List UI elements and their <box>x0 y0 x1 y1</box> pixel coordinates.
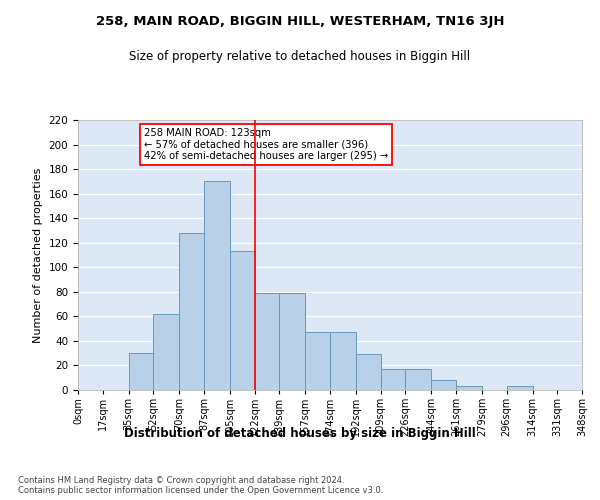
Bar <box>330 332 356 390</box>
Bar <box>456 386 482 390</box>
Bar <box>128 353 154 390</box>
Bar <box>305 332 330 390</box>
Bar <box>380 369 406 390</box>
Text: Distribution of detached houses by size in Biggin Hill: Distribution of detached houses by size … <box>124 428 476 440</box>
Text: 258, MAIN ROAD, BIGGIN HILL, WESTERHAM, TN16 3JH: 258, MAIN ROAD, BIGGIN HILL, WESTERHAM, … <box>96 15 504 28</box>
Y-axis label: Number of detached properties: Number of detached properties <box>33 168 43 342</box>
Bar <box>254 293 280 390</box>
Bar <box>230 252 254 390</box>
Bar <box>280 293 305 390</box>
Bar <box>431 380 456 390</box>
Text: Contains HM Land Registry data © Crown copyright and database right 2024.
Contai: Contains HM Land Registry data © Crown c… <box>18 476 383 495</box>
Bar <box>204 182 230 390</box>
Bar <box>154 314 179 390</box>
Bar <box>356 354 380 390</box>
Text: 258 MAIN ROAD: 123sqm
← 57% of detached houses are smaller (396)
42% of semi-det: 258 MAIN ROAD: 123sqm ← 57% of detached … <box>143 128 388 162</box>
Bar <box>179 233 204 390</box>
Bar <box>406 369 431 390</box>
Text: Size of property relative to detached houses in Biggin Hill: Size of property relative to detached ho… <box>130 50 470 63</box>
Bar <box>506 386 533 390</box>
